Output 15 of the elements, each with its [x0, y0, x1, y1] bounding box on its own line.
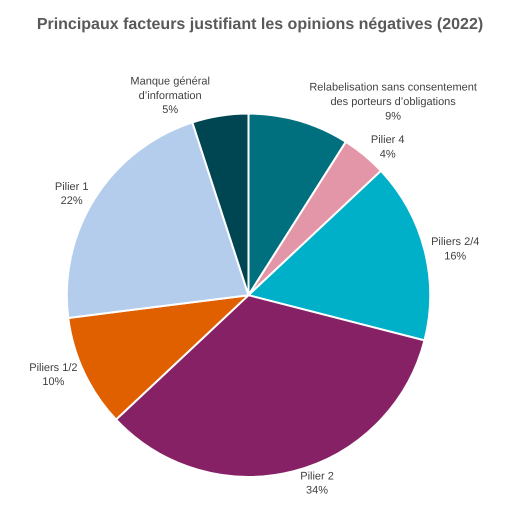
- data-label: 34%: [306, 484, 328, 497]
- data-label: 16%: [444, 250, 466, 262]
- chart-title: Principaux facteurs justifiant les opinions négatives (2022): [36, 16, 484, 33]
- data-label: 4%: [380, 148, 396, 161]
- data-label: 10%: [42, 376, 65, 388]
- slice-label: Pilier 1: [54, 180, 89, 193]
- data-label: 22%: [60, 195, 83, 208]
- slice-label: Manque général d’information: [130, 76, 210, 102]
- slice-label: Relabelisation sans consentement des porteurs d’obligations: [309, 82, 477, 108]
- data-label: 5%: [162, 104, 178, 116]
- slice-label: Pilier 2: [300, 470, 334, 482]
- slice-label: Piliers 2/4: [431, 236, 480, 248]
- data-label: 9%: [385, 110, 402, 122]
- slice-label: Pilier 4: [370, 134, 405, 146]
- slice-label: Piliers 1/2: [29, 362, 78, 374]
